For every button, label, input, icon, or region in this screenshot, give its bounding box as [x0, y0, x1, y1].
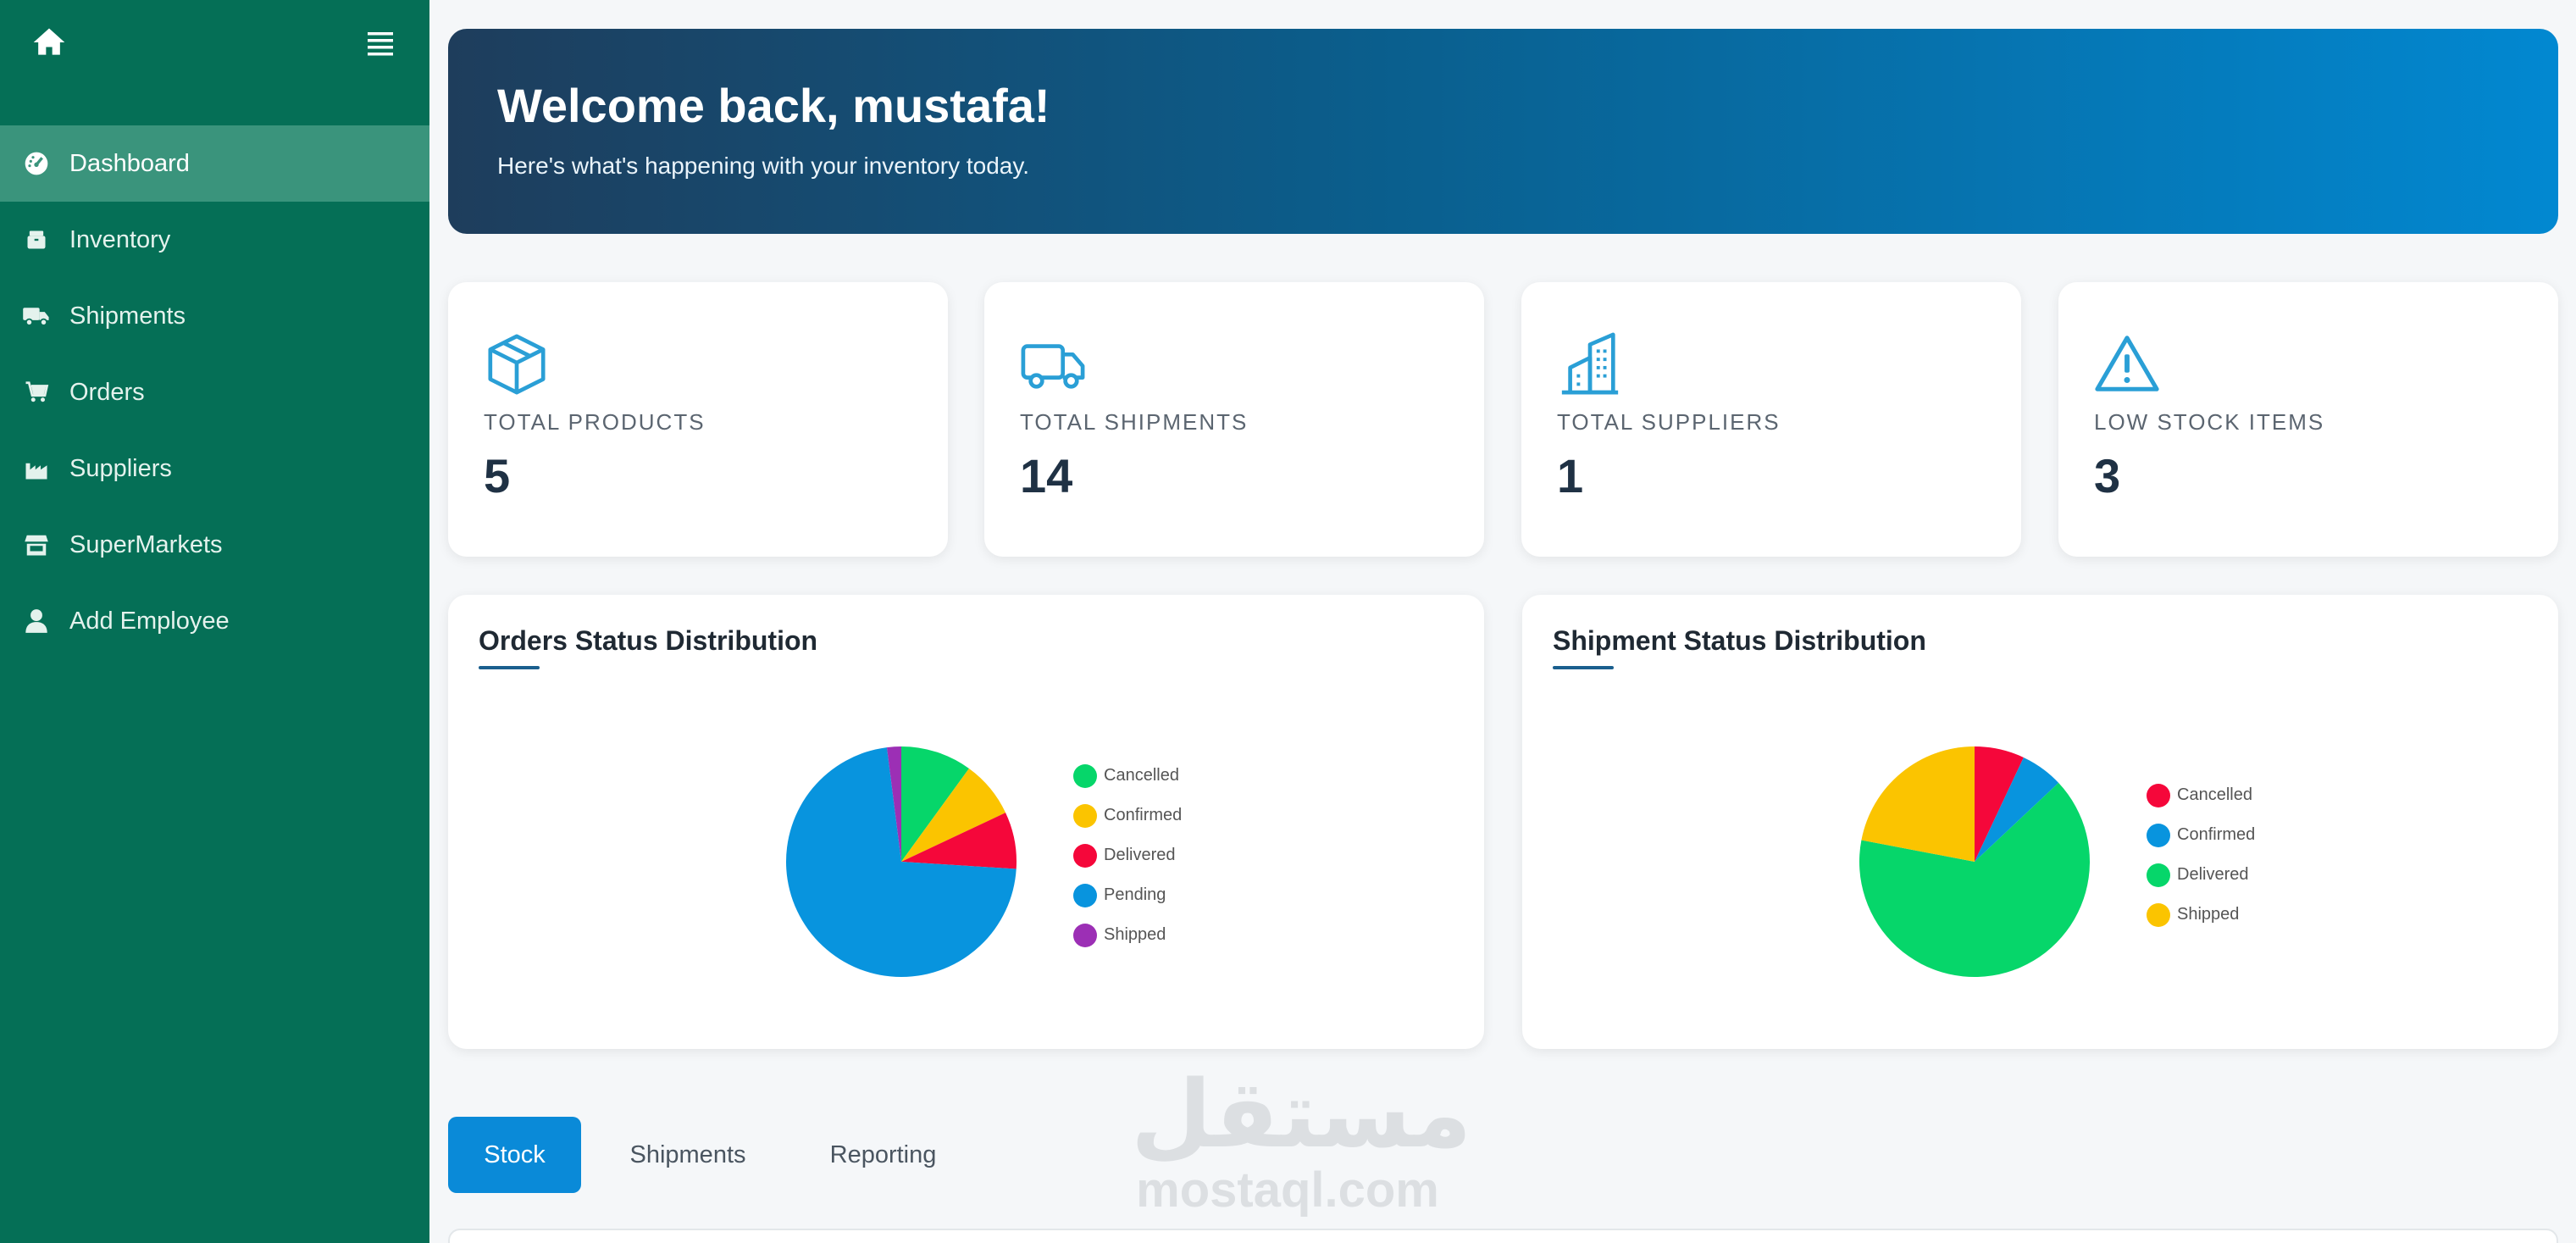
legend-swatch — [1073, 883, 1097, 907]
shipment-chart-legend: Cancelled Confirmed Delivered Shipped — [2147, 775, 2255, 935]
home-icon[interactable] — [30, 24, 68, 61]
stat-value: 5 — [484, 449, 511, 502]
stat-card-total-shipments: TOTAL SHIPMENTS 14 — [984, 282, 1484, 557]
sidebar-item-suppliers[interactable]: Suppliers — [0, 430, 429, 507]
stat-card-low-stock: LOW STOCK ITEMS 3 — [2058, 282, 2558, 557]
title-underline — [1553, 666, 1614, 669]
cart-icon — [22, 378, 51, 407]
shipment-status-panel: Shipment Status Distribution Cancelled Co… — [1522, 595, 2558, 1049]
legend-item-confirmed[interactable]: Confirmed — [1073, 796, 1182, 835]
legend-swatch — [1073, 843, 1097, 868]
legend-swatch — [2147, 863, 2170, 887]
legend-item-shipped[interactable]: Shipped — [2147, 895, 2255, 935]
stat-label: TOTAL SUPPLIERS — [1557, 409, 1781, 435]
tab-content-panel — [448, 1229, 2558, 1243]
stat-value: 14 — [1020, 449, 1073, 502]
sidebar-item-supermarkets[interactable]: SuperMarkets — [0, 507, 429, 583]
factory-icon — [22, 454, 51, 483]
legend-swatch — [2147, 823, 2170, 847]
stat-card-total-suppliers: TOTAL SUPPLIERS 1 — [1521, 282, 2021, 557]
orders-pie-chart[interactable] — [778, 739, 1024, 985]
legend-swatch — [1073, 923, 1097, 947]
shipment-pie-chart[interactable] — [1852, 739, 2097, 985]
hamburger-menu-icon[interactable] — [364, 25, 396, 59]
sidebar-item-shipments[interactable]: Shipments — [0, 278, 429, 354]
legend-label: Delivered — [2177, 865, 2249, 884]
legend-label: Delivered — [1104, 846, 1176, 864]
stat-value: 1 — [1557, 449, 1584, 502]
legend-label: Shipped — [2177, 905, 2240, 924]
pie-slice-delivered[interactable] — [901, 813, 1017, 869]
legend-item-shipped[interactable]: Shipped — [1073, 915, 1182, 955]
sidebar-item-label: Shipments — [69, 302, 186, 330]
sidebar-item-label: Inventory — [69, 225, 171, 253]
box-icon — [22, 225, 51, 254]
sidebar-item-add-employee[interactable]: Add Employee — [0, 583, 429, 659]
title-underline — [479, 666, 540, 669]
stat-value: 3 — [2094, 449, 2121, 502]
legend-item-cancelled[interactable]: Cancelled — [1073, 756, 1182, 796]
legend-swatch — [1073, 763, 1097, 788]
sidebar-item-label: SuperMarkets — [69, 530, 223, 558]
watermark-logo: مستقل mostaql.com — [1131, 1060, 1472, 1218]
sidebar-item-dashboard[interactable]: Dashboard — [0, 125, 429, 202]
watermark-arabic: مستقل — [1131, 1060, 1472, 1168]
legend-label: Confirmed — [2177, 825, 2256, 844]
welcome-banner: Welcome back, mustafa! Here's what's hap… — [448, 29, 2558, 234]
legend-item-cancelled[interactable]: Cancelled — [2147, 775, 2255, 815]
pie-slice-pending[interactable] — [786, 747, 1017, 977]
pie-slice-confirmed[interactable] — [901, 768, 1006, 862]
legend-label: Cancelled — [2177, 785, 2252, 804]
pie-slice-cancelled[interactable] — [901, 746, 969, 862]
legend-swatch — [2147, 783, 2170, 807]
sidebar-item-label: Dashboard — [69, 149, 190, 177]
watermark-latin: mostaql.com — [1136, 1163, 1439, 1218]
tab-reporting[interactable]: Reporting — [829, 1140, 937, 1168]
user-icon — [22, 607, 51, 635]
welcome-title: Welcome back, mustafa! — [497, 79, 1050, 132]
orders-status-panel: Orders Status Distribution Cancelled Conf… — [448, 595, 1484, 1049]
pie-slice-cancelled[interactable] — [1975, 746, 2024, 862]
welcome-subtitle: Here's what's happening with your invent… — [497, 153, 1030, 179]
tab-shipments[interactable]: Shipments — [629, 1140, 746, 1168]
panel-title: Orders Status Distribution — [479, 625, 818, 656]
legend-label: Cancelled — [1104, 766, 1179, 785]
orders-chart-legend: Cancelled Confirmed Delivered Pending Shippe… — [1073, 756, 1182, 955]
legend-item-pending[interactable]: Pending — [1073, 875, 1182, 915]
stat-label: LOW STOCK ITEMS — [2094, 409, 2325, 435]
pie-slice-shipped[interactable] — [1861, 746, 1975, 862]
warning-icon — [2094, 331, 2160, 397]
tab-stock[interactable]: Stock — [448, 1117, 581, 1193]
legend-swatch — [2147, 902, 2170, 927]
legend-item-delivered[interactable]: Delivered — [2147, 855, 2255, 895]
sidebar-item-label: Suppliers — [69, 454, 172, 482]
sidebar-item-orders[interactable]: Orders — [0, 354, 429, 430]
legend-label: Confirmed — [1104, 806, 1183, 824]
legend-label: Shipped — [1104, 925, 1166, 944]
stat-card-total-products: TOTAL PRODUCTS 5 — [448, 282, 948, 557]
store-icon — [22, 530, 51, 559]
legend-item-confirmed[interactable]: Confirmed — [2147, 815, 2255, 855]
cube-icon — [484, 331, 550, 397]
truck-icon — [22, 302, 51, 330]
sidebar-header — [0, 0, 429, 85]
stat-label: TOTAL SHIPMENTS — [1020, 409, 1249, 435]
truck-icon — [1020, 331, 1086, 397]
sidebar-nav: Dashboard Inventory Shipments Orders Sup… — [0, 125, 429, 659]
panel-title: Shipment Status Distribution — [1553, 625, 1926, 656]
pie-slice-delivered[interactable] — [1859, 782, 2090, 977]
sidebar-item-inventory[interactable]: Inventory — [0, 202, 429, 278]
legend-swatch — [1073, 803, 1097, 828]
building-icon — [1557, 331, 1623, 397]
legend-item-delivered[interactable]: Delivered — [1073, 835, 1182, 875]
sidebar-item-label: Orders — [69, 378, 145, 406]
sidebar: Dashboard Inventory Shipments Orders Sup… — [0, 0, 429, 1243]
dashboard-gauge-icon — [22, 149, 51, 178]
pie-slice-shipped[interactable] — [886, 746, 901, 862]
stat-label: TOTAL PRODUCTS — [484, 409, 706, 435]
pie-slice-confirmed[interactable] — [1975, 757, 2059, 862]
legend-label: Pending — [1104, 885, 1166, 904]
sidebar-item-label: Add Employee — [69, 607, 230, 635]
